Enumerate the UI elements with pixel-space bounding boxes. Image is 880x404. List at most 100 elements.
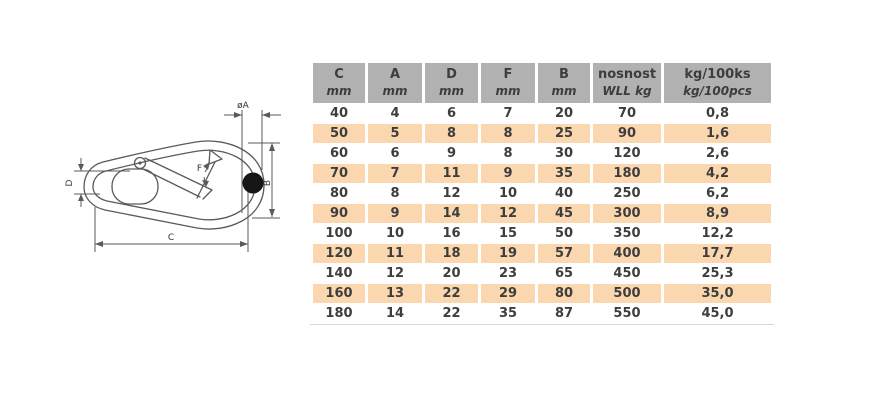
table-cell: 20 — [554, 106, 574, 121]
dimension-c: C — [95, 192, 248, 252]
table-cell: 8 — [503, 146, 513, 161]
dimension-d-arrow-down-icon — [78, 164, 84, 171]
table-cell: 8 — [481, 124, 535, 143]
table-cell: 19 — [481, 244, 535, 263]
table-cell: 180 — [593, 164, 661, 183]
table-header-row: C mm A mm D mm F mm B mm — [313, 63, 771, 103]
table-cell: 250 — [613, 186, 641, 201]
table-cell: 40 — [329, 106, 349, 121]
table-row: 50 5 8 8 25 90 1,6 — [313, 124, 771, 143]
table-cell: 45 — [538, 204, 590, 223]
carabiner-outer-outline — [84, 141, 264, 229]
table-cell: 25,3 — [701, 266, 734, 281]
table-cell: 120 — [313, 244, 365, 263]
table-cell: 20 — [442, 266, 461, 281]
table-row: 40 4 6 7 20 70 0,8 — [313, 104, 771, 123]
table-cell: 22 — [442, 306, 461, 321]
table-cell: 120 — [613, 146, 641, 161]
table-cell: 160 — [313, 284, 365, 303]
carabiner-inner-outline — [93, 150, 255, 220]
table-row: 160 13 22 29 80 500 35,0 — [313, 284, 771, 303]
col-header-weight-unit: kg/100pcs — [683, 84, 752, 98]
table-row: 120 11 18 19 57 400 17,7 — [313, 244, 771, 263]
col-header-weight: kg/100ks kg/100pcs — [664, 63, 771, 103]
dimension-c-lines — [95, 192, 248, 252]
table-cell: 30 — [554, 146, 574, 161]
table-cell: 0,8 — [705, 106, 730, 121]
dimension-f-arrow-down-icon — [202, 180, 209, 187]
dimension-f: F — [197, 162, 210, 187]
col-header-b-label: B — [559, 67, 569, 82]
table-cell: 6,2 — [705, 186, 730, 201]
gate-nose-triangle — [209, 150, 222, 164]
dimension-d-lines — [74, 158, 130, 207]
table-row: 60 6 9 8 30 120 2,6 — [313, 144, 771, 163]
table-cell: 140 — [325, 266, 353, 281]
wire-end-dot — [242, 172, 264, 194]
table-cell: 2,6 — [705, 146, 730, 161]
table-cell: 70 — [617, 106, 637, 121]
table-cell: 35 — [538, 164, 590, 183]
table-cell: 8,9 — [664, 204, 771, 223]
carabiner-diagram: øA B C D F — [65, 101, 300, 280]
table-cell: 400 — [593, 244, 661, 263]
table-cell: 500 — [593, 284, 661, 303]
table-cell: 7 — [503, 106, 513, 121]
col-header-b-unit: mm — [551, 84, 577, 98]
table-cell: 22 — [425, 284, 478, 303]
col-header-weight-label: kg/100ks — [684, 67, 751, 82]
col-header-wll-label: nosnost — [597, 67, 657, 82]
table-cell: 8 — [425, 124, 478, 143]
dimension-a: øA — [224, 101, 281, 213]
table-cell: 90 — [593, 124, 661, 143]
table-cell: 11 — [425, 164, 478, 183]
dimension-d-label: D — [65, 179, 75, 186]
table-body: 40 4 6 7 20 70 0,8 50 5 8 8 25 90 1,6 60 6 9 8 30 120 2,6 70 7… — [313, 104, 771, 323]
table-cell: 4 — [390, 106, 400, 121]
col-header-f-unit: mm — [495, 84, 521, 98]
table-row: 80 8 12 10 40 250 6,2 — [313, 184, 771, 203]
table-cell: 35,0 — [664, 284, 771, 303]
table-cell: 300 — [593, 204, 661, 223]
col-header-c: C mm — [313, 63, 365, 103]
table-cell: 1,6 — [664, 124, 771, 143]
table-cell: 60 — [329, 146, 349, 161]
gate-pivot-center — [138, 161, 142, 165]
table-cell: 10 — [498, 186, 518, 201]
table-cell: 10 — [385, 226, 405, 241]
dimension-f-label: F — [197, 164, 202, 174]
table-cell: 14 — [425, 204, 478, 223]
dimension-b-arrow-up-icon — [269, 143, 275, 151]
carabiner-body — [84, 141, 264, 229]
table-row: 180 14 22 35 87 550 45,0 — [313, 304, 771, 323]
dimension-c-arrow-right-icon — [240, 241, 248, 247]
table-cell: 180 — [325, 306, 353, 321]
table-row: 140 12 20 23 65 450 25,3 — [313, 264, 771, 283]
table-cell: 350 — [613, 226, 641, 241]
dimension-table: C mm A mm D mm F mm B mm — [310, 62, 774, 325]
col-header-a: A mm — [368, 63, 422, 103]
dimension-b: B — [248, 143, 280, 218]
table-cell: 29 — [481, 284, 535, 303]
dimension-c-label: C — [168, 233, 174, 243]
gate-bar — [143, 158, 215, 199]
col-header-a-label: A — [389, 67, 401, 82]
table-cell: 23 — [498, 266, 518, 281]
col-header-d: D mm — [425, 63, 478, 103]
table-cell: 57 — [538, 244, 590, 263]
gate-pivot-rivet — [135, 158, 146, 169]
table-cell: 7 — [368, 164, 422, 183]
table-row: 70 7 11 9 35 180 4,2 — [313, 164, 771, 183]
table-cell: 70 — [313, 164, 365, 183]
col-header-b: B mm — [538, 63, 590, 103]
table-header: C mm A mm D mm F mm B mm — [313, 63, 771, 103]
table-row: 100 10 16 15 50 350 12,2 — [313, 224, 771, 243]
dimension-b-label: B — [263, 180, 273, 186]
table-cell: 6 — [446, 106, 457, 121]
col-header-wll: nosnost WLL kg — [593, 63, 661, 103]
table-cell: 9 — [481, 164, 535, 183]
table-cell: 450 — [613, 266, 641, 281]
table-cell: 87 — [554, 306, 574, 321]
table-cell: 100 — [325, 226, 353, 241]
dimension-d: D — [65, 158, 130, 207]
